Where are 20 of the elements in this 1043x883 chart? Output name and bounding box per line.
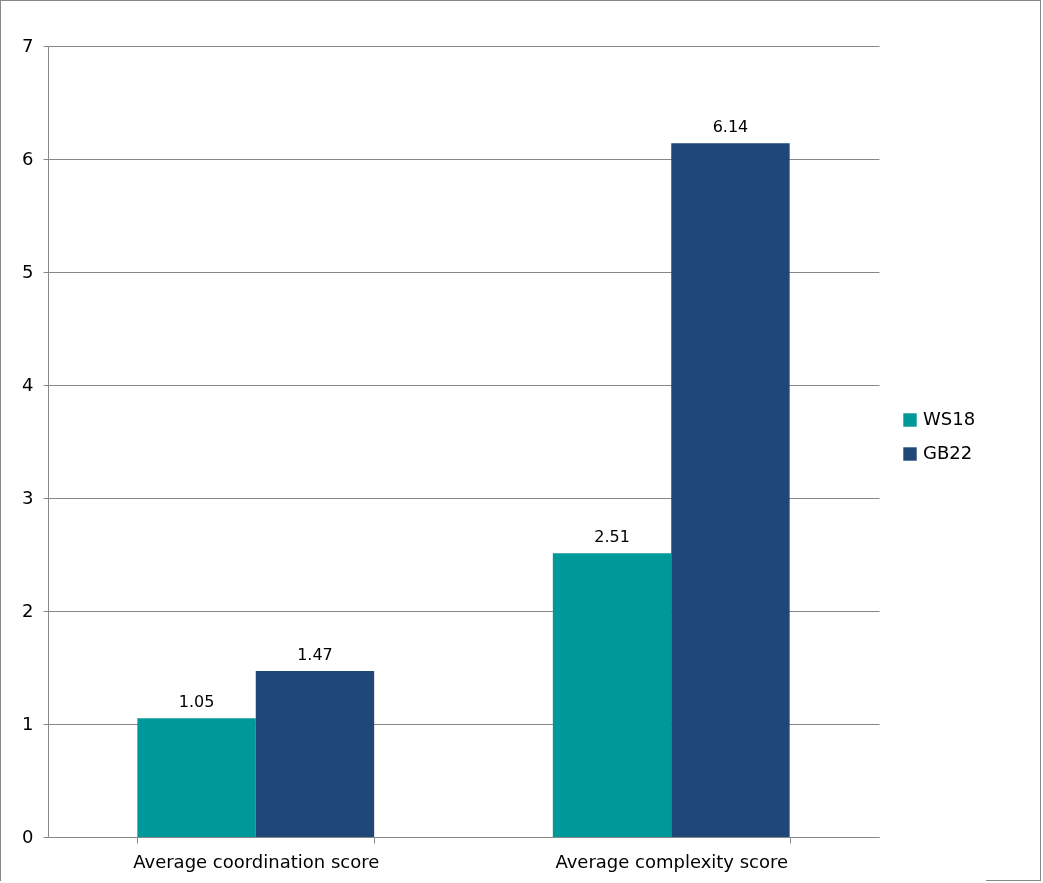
y-tick-label: 6 [22, 147, 34, 169]
data-label: 1.05 [178, 692, 215, 712]
y-tick-label: 7 [22, 34, 34, 56]
y-tick-label: 0 [22, 825, 34, 847]
data-label: 6.14 [712, 117, 749, 137]
bar [552, 553, 672, 837]
legend-label: WS18 [923, 408, 976, 429]
x-tick-label: Average coordination score [133, 850, 380, 872]
y-tick-label: 3 [22, 486, 34, 508]
bar [137, 718, 256, 837]
y-tick-label: 1 [22, 712, 34, 734]
bar [255, 670, 375, 837]
legend-label: GB22 [923, 442, 973, 463]
x-tick-label: Average complexity score [555, 850, 789, 872]
data-label: 2.51 [594, 527, 630, 547]
bar [671, 143, 790, 837]
data-label: 1.47 [297, 644, 333, 664]
y-tick-label: 4 [22, 373, 34, 395]
y-tick-label: 5 [22, 260, 34, 282]
y-tick-label: 2 [22, 599, 34, 621]
